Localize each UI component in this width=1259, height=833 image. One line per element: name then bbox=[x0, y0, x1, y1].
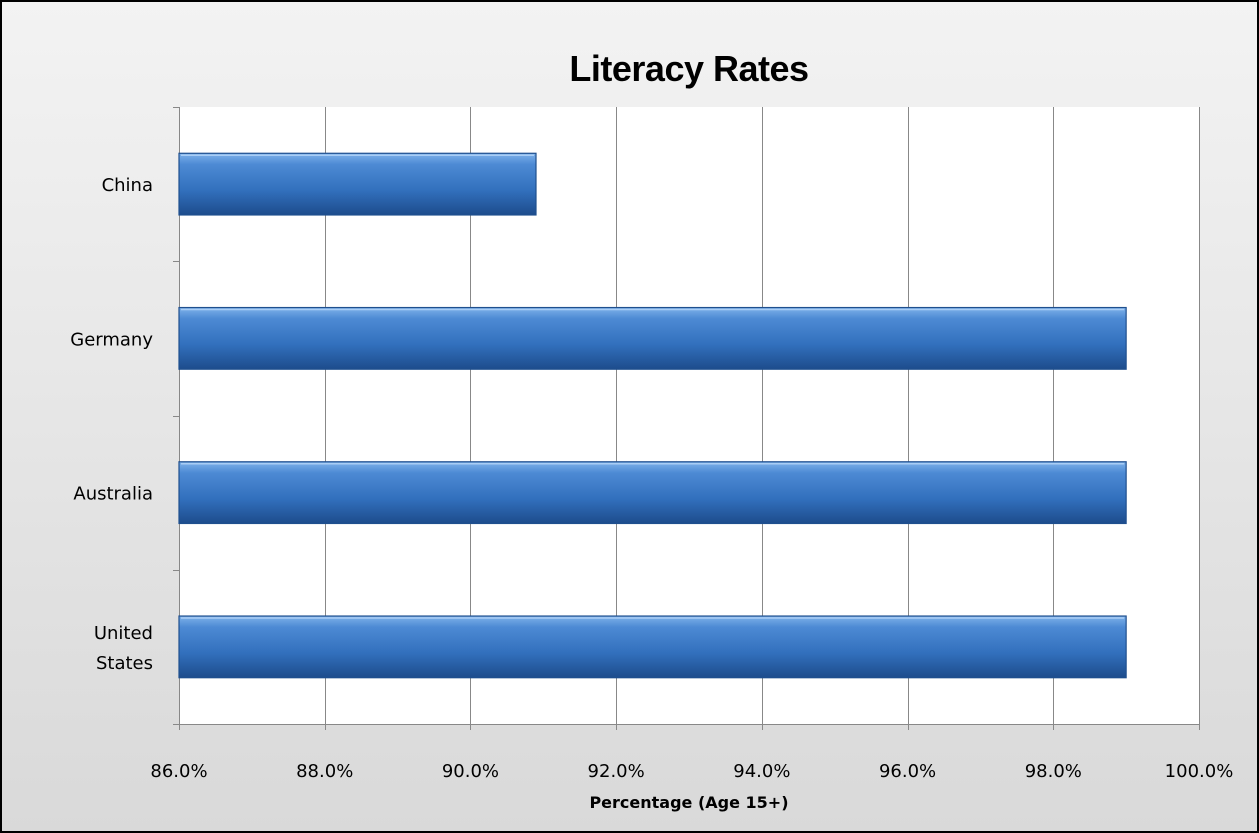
x-axis-label: Percentage (Age 15+) bbox=[589, 793, 788, 812]
category-label: Germany bbox=[70, 329, 153, 350]
x-tick-label: 96.0% bbox=[879, 761, 936, 782]
category-label: United States bbox=[94, 623, 153, 674]
bar-australia bbox=[178, 461, 1127, 525]
x-tick-label: 92.0% bbox=[588, 761, 645, 782]
x-tick-label: 100.0% bbox=[1165, 761, 1234, 782]
category-label: China bbox=[102, 175, 153, 196]
x-tick-label: 94.0% bbox=[733, 761, 790, 782]
x-tick-label: 90.0% bbox=[442, 761, 499, 782]
x-tick-label: 86.0% bbox=[150, 761, 207, 782]
category-label: Australia bbox=[73, 484, 153, 505]
x-tick-label: 98.0% bbox=[1025, 761, 1082, 782]
bar-china bbox=[178, 152, 537, 216]
chart-title: Literacy Rates bbox=[569, 48, 808, 89]
x-tick-label: 88.0% bbox=[296, 761, 353, 782]
labels: 86.0% 88.0% 90.0% 92.0% 94.0% 96.0% 98.0% 100.0… bbox=[70, 175, 1233, 782]
bar-united-states bbox=[178, 615, 1127, 679]
bars bbox=[178, 152, 1127, 679]
bar-germany bbox=[178, 306, 1127, 370]
